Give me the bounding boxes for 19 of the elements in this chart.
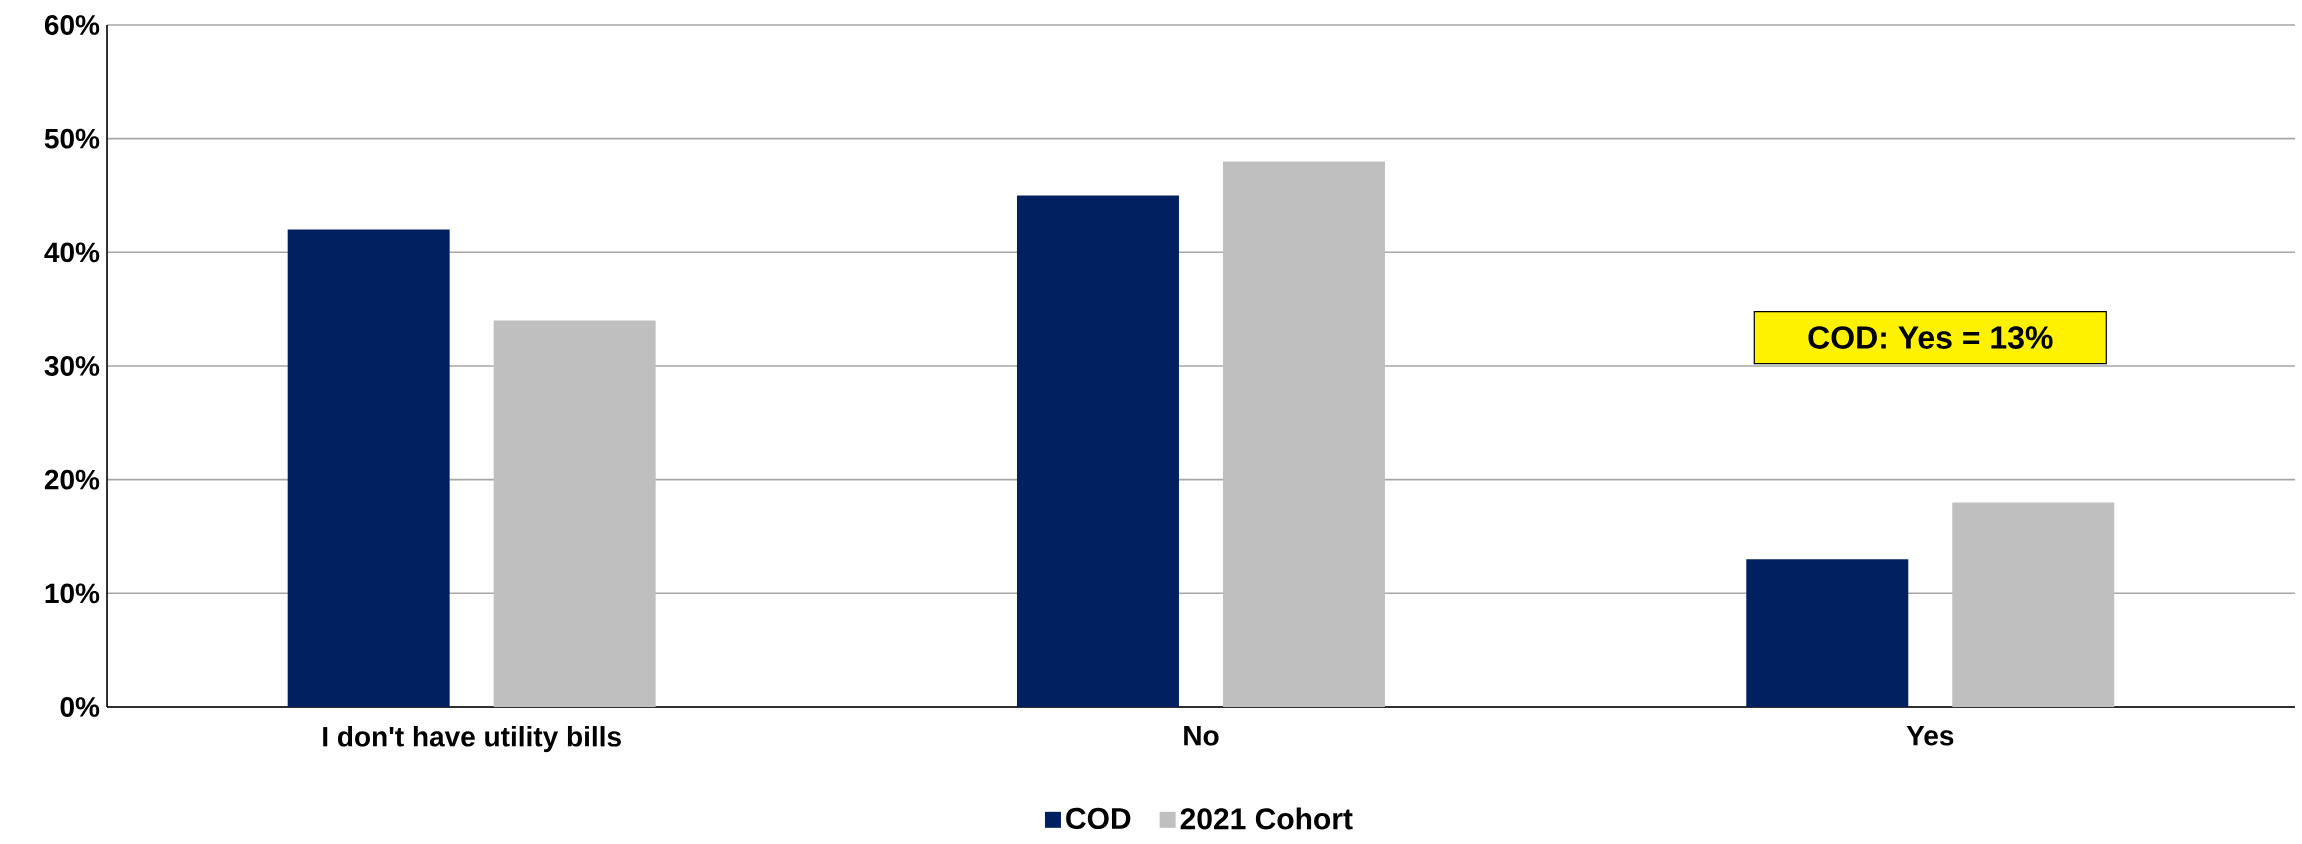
bar (1016, 195, 1179, 707)
bar (493, 320, 656, 707)
y-tick-label: 40% (44, 242, 100, 263)
bar (287, 229, 450, 707)
x-tick-label: No (1184, 726, 1219, 746)
y-tick-label: 30% (44, 356, 100, 376)
y-tick-label: 60% (44, 15, 100, 35)
y-tick-label: 20% (44, 469, 100, 490)
y-tick-label: 0% (60, 697, 100, 717)
y-tick-label: 50% (44, 128, 100, 149)
bar (1952, 502, 2115, 707)
bar (1746, 559, 1909, 707)
annotation: COD: Yes = 13% (1808, 326, 2053, 349)
y-tick-label: 10% (45, 583, 100, 604)
x-tick-label: Yes (1906, 726, 1954, 746)
legend-label: 2021 Cohort (1180, 807, 1353, 830)
bar (1222, 161, 1385, 707)
x-tick-label: I don't have utility bills (323, 726, 621, 753)
legend-label: COD (1066, 807, 1131, 830)
